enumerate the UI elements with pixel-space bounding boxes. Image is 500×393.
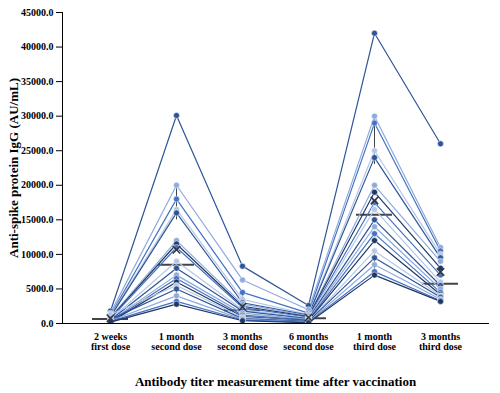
svg-text:2 weeksfirst dose: 2 weeksfirst dose xyxy=(91,331,131,352)
svg-text:40000.0: 40000.0 xyxy=(21,41,54,52)
svg-text:15000.0: 15000.0 xyxy=(21,214,54,225)
svg-text:45000.0: 45000.0 xyxy=(21,7,54,18)
svg-text:10000.0: 10000.0 xyxy=(21,249,54,260)
svg-text:0.0: 0.0 xyxy=(41,318,54,329)
svg-text:3 monthsthird dose: 3 monthsthird dose xyxy=(419,331,463,352)
svg-text:25000.0: 25000.0 xyxy=(21,145,54,156)
svg-text:5000.0: 5000.0 xyxy=(26,283,54,294)
svg-text:3 monthssecond dose: 3 monthssecond dose xyxy=(217,331,268,352)
svg-text:35000.0: 35000.0 xyxy=(21,76,54,87)
svg-text:1 monththird dose: 1 monththird dose xyxy=(353,331,397,352)
svg-text:30000.0: 30000.0 xyxy=(21,110,54,121)
svg-text:20000.0: 20000.0 xyxy=(21,179,54,190)
svg-text:Anti-spike protein IgG (AU/mL): Anti-spike protein IgG (AU/mL) xyxy=(6,78,21,258)
svg-text:1 monthsecond dose: 1 monthsecond dose xyxy=(151,331,202,352)
svg-text:Antibody titer measurement tim: Antibody titer measurement time after va… xyxy=(135,374,417,389)
svg-text:6 monthssecond dose: 6 monthssecond dose xyxy=(283,331,334,352)
